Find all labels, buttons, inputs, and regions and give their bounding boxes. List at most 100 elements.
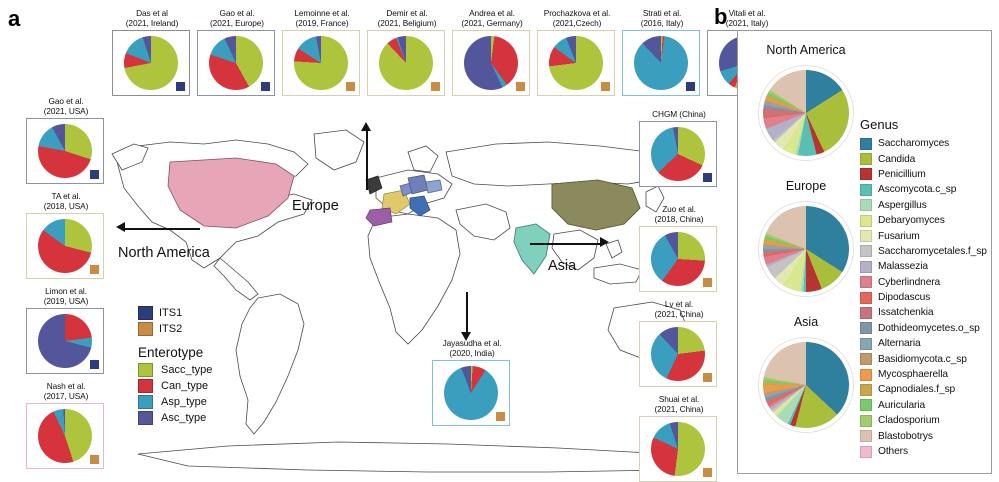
study-card-jayasudha[interactable]: Jayasudha et al. (2020, India) bbox=[432, 338, 512, 426]
study-pie-box-lemoinne bbox=[282, 30, 360, 96]
its2-swatch bbox=[138, 322, 153, 336]
genus-legend-item-17: Auricularia bbox=[860, 398, 992, 413]
arrow-europe-line bbox=[366, 128, 368, 190]
map-label-north-america: North America bbox=[118, 245, 210, 261]
genus-legend-item-15: Mycosphaerella bbox=[860, 367, 992, 382]
enterotype-legend-item-asc_type: Asc_type bbox=[138, 411, 212, 425]
study-pie-box-shuai bbox=[639, 416, 717, 482]
genus-label-3: Ascomycota.c_sp bbox=[878, 184, 957, 196]
enterotype-legend: Enterotype Sacc_type Can_type Asp_type Asc_… bbox=[138, 345, 212, 427]
continent-pie-title-europe: Europe bbox=[785, 179, 827, 193]
pie-chart-jayasudha bbox=[444, 366, 498, 420]
asp_type-swatch bbox=[138, 395, 153, 409]
study-pie-box-gao-usa bbox=[26, 118, 104, 184]
its-badge-das bbox=[176, 82, 185, 91]
its2-label: ITS2 bbox=[159, 323, 183, 335]
genus-legend-item-14: Basidiomycota.c_sp bbox=[860, 351, 992, 366]
study-card-das[interactable]: Das et al (2021, Ireland) bbox=[112, 8, 192, 96]
map-highlighted-countries bbox=[167, 157, 641, 275]
genus-legend-item-13: Alternaria bbox=[860, 336, 992, 351]
study-card-nash[interactable]: Nash et al. (2017, USA) bbox=[26, 381, 106, 469]
genus-swatch-18 bbox=[860, 414, 872, 427]
study-card-lv[interactable]: Lv et al. (2021, China) bbox=[639, 299, 719, 387]
genus-swatch-12 bbox=[860, 322, 872, 335]
panel-a-label: a bbox=[8, 6, 21, 31]
study-title-limon: Limon et al. (2019, USA) bbox=[43, 286, 89, 306]
study-card-zuo[interactable]: Zuo et al. (2018, China) bbox=[639, 204, 719, 292]
study-title-prochazkova: Prochazkova et al. (2021,Czech) bbox=[543, 8, 611, 28]
study-card-ta[interactable]: TA et al. (2018, USA) bbox=[26, 191, 106, 279]
genus-swatch-1 bbox=[860, 153, 872, 166]
continent-pie-ring-north-america bbox=[758, 65, 854, 161]
its-badge-jayasudha bbox=[496, 412, 505, 421]
genus-label-12: Dothideomycetes.o_sp bbox=[878, 322, 980, 334]
country-india bbox=[513, 223, 551, 275]
genus-label-1: Candida bbox=[878, 153, 916, 165]
genus-swatch-8 bbox=[860, 260, 872, 273]
genus-legend-item-10: Dipodascus bbox=[860, 290, 992, 305]
map-label-asia: Asia bbox=[548, 258, 577, 274]
its-badge-andrea bbox=[516, 82, 525, 91]
genus-label-0: Saccharomyces bbox=[878, 138, 950, 150]
genus-label-10: Dipodascus bbox=[878, 292, 931, 304]
study-title-zuo: Zuo et al. (2018, China) bbox=[654, 204, 704, 224]
study-title-lv: Lv et al. (2021, China) bbox=[654, 299, 704, 319]
genus-legend-rows: Saccharomyces Candida Penicillium Ascomycot… bbox=[860, 136, 992, 459]
study-card-limon[interactable]: Limon et al. (2019, USA) bbox=[26, 286, 106, 374]
pie-chart-limon bbox=[38, 314, 92, 368]
pie-chart-lv bbox=[651, 327, 705, 381]
study-pie-box-ta bbox=[26, 213, 104, 279]
genus-label-6: Fusarium bbox=[878, 230, 920, 242]
pie-chart-prochazkova bbox=[549, 36, 603, 90]
study-card-strati[interactable]: Strati et al. (2016, Italy) bbox=[622, 8, 702, 96]
arrow-north-america-head bbox=[116, 222, 125, 232]
study-card-demir[interactable]: Demir et al. (2021, Beligium) bbox=[367, 8, 447, 96]
study-card-prochazkova[interactable]: Prochazkova et al. (2021,Czech) bbox=[537, 8, 617, 96]
can_type-swatch bbox=[138, 379, 153, 393]
its-badge-strati bbox=[686, 82, 695, 91]
its-badge-gao-usa bbox=[90, 170, 99, 179]
enterotype-legend-item-asp_type: Asp_type bbox=[138, 395, 212, 409]
genus-swatch-15 bbox=[860, 368, 872, 381]
arrow-india-head bbox=[461, 332, 471, 341]
pie-chart-chgm bbox=[651, 127, 705, 181]
study-title-strati: Strati et al. (2016, Italy) bbox=[640, 8, 684, 28]
genus-legend-item-4: Aspergillus bbox=[860, 198, 992, 213]
its1-label: ITS1 bbox=[159, 307, 183, 319]
panel-b-container: North America Europe Asia Genus Saccharomy… bbox=[737, 30, 992, 474]
genus-swatch-4 bbox=[860, 199, 872, 212]
genus-label-9: Cyberlindnera bbox=[878, 276, 941, 288]
genus-label-16: Capnodiales.f_sp bbox=[878, 384, 956, 396]
study-card-chgm[interactable]: CHGM (China) bbox=[639, 109, 719, 187]
pie-chart-andrea bbox=[464, 36, 518, 90]
genus-legend-item-20: Others bbox=[860, 444, 992, 459]
genus-legend-item-2: Penicillium bbox=[860, 167, 992, 182]
genus-legend-item-5: Debaryomyces bbox=[860, 213, 992, 228]
map-label-europe: Europe bbox=[292, 198, 339, 214]
genus-label-20: Others bbox=[878, 446, 908, 457]
study-card-shuai[interactable]: Shuai et al. (2021, China) bbox=[639, 394, 719, 482]
study-card-lemoinne[interactable]: Lemoinne et al. (2019, France) bbox=[282, 8, 362, 96]
genus-label-4: Aspergillus bbox=[878, 199, 927, 211]
genus-label-7: Saccharomycetales.f_sp bbox=[878, 245, 987, 257]
continent-pie-title-north-america: North America bbox=[766, 43, 846, 57]
arrow-india-line bbox=[466, 292, 468, 334]
study-card-gao-usa[interactable]: Gao et al. (2021, USA) bbox=[26, 96, 106, 184]
genus-swatch-3 bbox=[860, 183, 872, 196]
continent-pie-wrap-asia bbox=[758, 337, 854, 433]
study-title-shuai: Shuai et al. (2021, China) bbox=[654, 394, 704, 414]
study-card-andrea[interactable]: Andrea et al. (2021, Germany) bbox=[452, 8, 532, 96]
arrow-asia-head bbox=[600, 237, 609, 247]
continent-pie-wrap-europe bbox=[758, 201, 854, 297]
genus-label-11: Issatchenkia bbox=[878, 307, 934, 319]
pie-chart-gao-usa bbox=[38, 124, 92, 178]
genus-swatch-20 bbox=[860, 445, 872, 458]
continent-pie-wrap-north-america bbox=[758, 65, 854, 161]
country-italy bbox=[409, 195, 431, 217]
country-spain bbox=[365, 207, 393, 227]
continent-pie-ring-asia bbox=[758, 337, 854, 433]
genus-legend-item-18: Cladosporium bbox=[860, 413, 992, 428]
study-card-gao-europe[interactable]: Gao et al. (2021, Europe) bbox=[197, 8, 277, 96]
its-badge-nash bbox=[90, 455, 99, 464]
genus-swatch-7 bbox=[860, 245, 872, 258]
